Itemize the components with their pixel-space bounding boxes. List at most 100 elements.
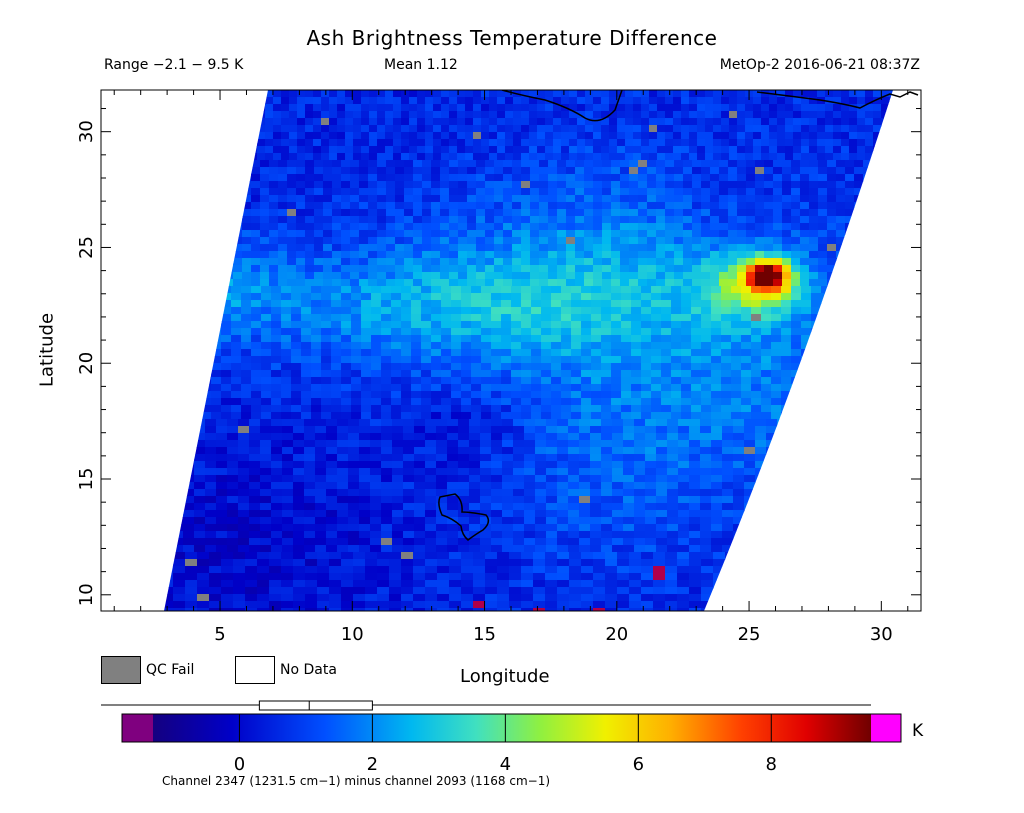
btd-pixel xyxy=(465,111,474,119)
btd-pixel xyxy=(476,230,486,238)
btd-pixel xyxy=(513,503,525,511)
btd-pixel xyxy=(561,384,572,392)
btd-pixel xyxy=(241,328,252,336)
btd-pixel xyxy=(625,132,634,140)
btd-pixel xyxy=(651,384,662,392)
btd-pixel xyxy=(746,244,756,252)
btd-pixel xyxy=(737,181,747,189)
btd-pixel xyxy=(403,468,415,476)
btd-pixel xyxy=(731,370,742,378)
btd-pixel xyxy=(569,97,578,105)
btd-pixel xyxy=(590,496,602,504)
btd-pixel xyxy=(361,90,370,98)
btd-pixel xyxy=(370,461,382,469)
btd-pixel xyxy=(584,195,594,203)
btd-pixel xyxy=(461,286,472,294)
btd-pixel xyxy=(287,167,297,175)
btd-pixel xyxy=(332,272,342,280)
btd-pixel xyxy=(501,300,512,308)
btd-pixel xyxy=(350,272,360,280)
btd-pixel xyxy=(348,531,360,539)
btd-pixel xyxy=(818,216,828,224)
btd-pixel xyxy=(485,223,495,231)
btd-pixel xyxy=(674,160,684,168)
btd-pixel xyxy=(701,230,711,238)
btd-pixel xyxy=(737,139,746,147)
btd-pixel xyxy=(631,314,642,322)
btd-pixel xyxy=(569,90,578,98)
btd-pixel xyxy=(401,111,410,119)
btd-pixel xyxy=(370,475,382,483)
btd-pixel xyxy=(764,195,774,203)
btd-pixel xyxy=(791,363,802,371)
btd-pixel xyxy=(593,153,602,161)
btd-pixel xyxy=(661,293,672,301)
btd-pixel xyxy=(341,335,352,343)
btd-pixel xyxy=(761,104,770,112)
btd-pixel xyxy=(713,104,722,112)
btd-pixel xyxy=(575,209,585,217)
btd-pixel xyxy=(291,321,302,329)
btd-pixel xyxy=(825,125,834,133)
btd-pixel xyxy=(530,230,540,238)
btd-pixel xyxy=(512,279,522,287)
btd-pixel xyxy=(211,398,222,406)
btd-pixel xyxy=(348,475,360,483)
btd-pixel xyxy=(671,356,682,364)
btd-pixel xyxy=(645,440,657,448)
btd-pixel xyxy=(661,328,672,336)
btd-pixel xyxy=(404,181,414,189)
btd-pixel xyxy=(701,202,711,210)
btd-pixel xyxy=(341,405,352,413)
btd-pixel xyxy=(441,363,452,371)
btd-pixel xyxy=(825,146,834,154)
btd-pixel xyxy=(351,405,362,413)
btd-pixel xyxy=(537,139,546,147)
btd-pixel xyxy=(350,279,360,287)
btd-pixel xyxy=(461,363,472,371)
btd-pixel xyxy=(512,216,522,224)
btd-pixel xyxy=(836,181,846,189)
btd-pixel xyxy=(857,90,866,98)
btd-pixel xyxy=(458,279,468,287)
btd-pixel xyxy=(681,104,690,112)
btd-pixel xyxy=(611,307,622,315)
btd-pixel xyxy=(386,251,396,259)
btd-pixel xyxy=(571,321,582,329)
btd-pixel xyxy=(377,230,387,238)
btd-pixel xyxy=(489,97,498,105)
btd-pixel xyxy=(634,475,646,483)
btd-pixel xyxy=(557,447,569,455)
btd-pixel xyxy=(771,321,782,329)
btd-pixel xyxy=(656,482,668,490)
btd-pixel xyxy=(491,482,503,490)
btd-pixel xyxy=(242,258,252,266)
btd-pixel xyxy=(773,272,783,280)
btd-pixel xyxy=(571,363,582,371)
btd-pixel xyxy=(433,146,442,154)
btd-pixel xyxy=(491,321,502,329)
btd-pixel xyxy=(269,195,279,203)
btd-pixel xyxy=(761,412,772,420)
btd-pixel xyxy=(359,279,369,287)
btd-pixel xyxy=(458,174,468,182)
btd-pixel xyxy=(431,181,441,189)
btd-pixel xyxy=(315,433,327,441)
btd-pixel xyxy=(531,314,542,322)
btd-pixel xyxy=(411,328,422,336)
btd-pixel xyxy=(601,335,612,343)
btd-pixel xyxy=(494,181,504,189)
btd-pixel xyxy=(251,412,262,420)
btd-pixel xyxy=(291,307,302,315)
btd-pixel xyxy=(386,216,396,224)
btd-pixel xyxy=(395,230,405,238)
btd-pixel xyxy=(351,391,362,399)
btd-pixel xyxy=(361,300,372,308)
btd-pixel xyxy=(581,391,592,399)
btd-pixel xyxy=(503,272,513,280)
btd-pixel xyxy=(361,111,370,119)
btd-pixel xyxy=(227,426,239,434)
btd-pixel xyxy=(719,230,729,238)
btd-pixel xyxy=(321,139,330,147)
btd-pixel xyxy=(751,356,762,364)
